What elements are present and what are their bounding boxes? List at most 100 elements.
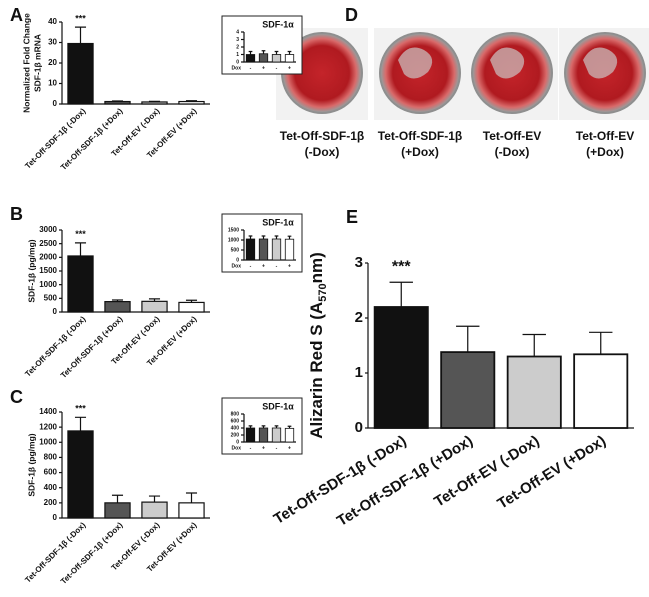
error-bar bbox=[248, 50, 253, 55]
y-tick-label: 1 bbox=[355, 364, 363, 381]
y-tick-label: 400 bbox=[44, 483, 58, 492]
x-tick-label: + bbox=[262, 263, 265, 269]
annotation: *** bbox=[75, 229, 86, 239]
x-tick-label: Tet-Off-SDF-1β (+Dox) bbox=[59, 106, 125, 172]
y-axis-label: SDF-1β (pg/mg) bbox=[26, 239, 36, 302]
y-tick-label: 0 bbox=[236, 257, 239, 263]
error-bar bbox=[456, 325, 480, 353]
bar bbox=[271, 427, 282, 443]
error-bar bbox=[148, 495, 161, 503]
y-axis-label: Alizarin Red S (A570nm) bbox=[307, 252, 328, 439]
unstained-patch bbox=[583, 47, 618, 79]
y-tick-label: 3 bbox=[236, 37, 239, 43]
unstained-patch bbox=[398, 47, 433, 79]
y-tick-label: 1400 bbox=[39, 407, 57, 416]
bar bbox=[284, 427, 295, 443]
error-bar bbox=[74, 242, 87, 256]
bar bbox=[141, 300, 168, 313]
y-axis-label: Normalized Fold Change bbox=[21, 13, 31, 113]
y-tick-label: 0 bbox=[236, 439, 239, 445]
photo-caption: (-Dox) bbox=[305, 145, 340, 159]
y-tick-label: 600 bbox=[231, 418, 240, 424]
bar bbox=[284, 238, 295, 261]
error-bar bbox=[287, 235, 292, 240]
bar bbox=[258, 53, 269, 63]
bar bbox=[67, 255, 94, 313]
y-tick-label: 1000 bbox=[39, 437, 57, 446]
inset-frame bbox=[221, 15, 303, 75]
error-bar bbox=[389, 281, 413, 307]
error-bar bbox=[589, 331, 613, 355]
error-bar bbox=[261, 50, 266, 54]
y-tick-label: 0 bbox=[53, 307, 58, 316]
y-tick-label: 200 bbox=[231, 432, 240, 438]
y-axis-label-part: nm) bbox=[307, 252, 326, 283]
error-bar bbox=[287, 50, 292, 55]
panel-label: D bbox=[345, 5, 358, 25]
inset-title: SDF-1α bbox=[262, 19, 294, 29]
photo-caption: (-Dox) bbox=[495, 145, 530, 159]
y-tick-label: 10 bbox=[48, 79, 57, 88]
bar bbox=[141, 101, 168, 105]
y-tick-label: 2 bbox=[355, 309, 363, 326]
y-tick-label: 600 bbox=[44, 468, 58, 477]
y-axis-label: SDF-1β mRNA bbox=[32, 34, 42, 92]
annotation: *** bbox=[75, 404, 86, 414]
panel-label: C bbox=[10, 387, 23, 407]
y-tick-label: 2000 bbox=[39, 252, 57, 261]
photo-caption: Tet-Off-EV bbox=[483, 129, 541, 143]
y-tick-label: 30 bbox=[48, 38, 57, 47]
inset-xlabel: Dox bbox=[232, 263, 242, 269]
y-tick-label: 40 bbox=[48, 17, 57, 26]
x-tick-label: Tet-Off-SDF-1β (+Dox) bbox=[59, 520, 125, 586]
x-tick-label: - bbox=[276, 445, 278, 451]
bar bbox=[178, 301, 205, 313]
y-tick-label: 3000 bbox=[39, 225, 57, 234]
error-bar bbox=[274, 235, 279, 239]
photo-caption: Tet-Off-SDF-1β bbox=[378, 129, 462, 143]
error-bar bbox=[185, 492, 198, 503]
error-bar bbox=[74, 416, 87, 431]
bar bbox=[245, 54, 256, 63]
x-tick-label: Tet-Off-EV (+Dox) bbox=[495, 432, 609, 512]
panel-label: B bbox=[10, 204, 23, 224]
y-tick-label: 800 bbox=[231, 411, 240, 417]
bar bbox=[245, 427, 256, 443]
x-tick-label: Tet-Off-SDF-1β (-Dox) bbox=[23, 314, 87, 378]
bar bbox=[178, 100, 205, 105]
y-tick-label: 0 bbox=[236, 59, 239, 65]
bar bbox=[141, 501, 168, 519]
photo-caption: Tet-Off-EV bbox=[576, 129, 634, 143]
x-tick-label: + bbox=[288, 65, 291, 71]
x-tick-label: - bbox=[250, 445, 252, 451]
error-bar bbox=[274, 50, 279, 55]
panel-label: E bbox=[346, 207, 358, 227]
bar bbox=[440, 351, 496, 429]
bar bbox=[573, 353, 629, 429]
inset-xlabel: Dox bbox=[232, 65, 242, 71]
inset-title: SDF-1α bbox=[262, 401, 294, 411]
bar bbox=[67, 430, 94, 519]
x-tick-label: Tet-Off-SDF-1β (-Dox) bbox=[23, 106, 87, 170]
y-tick-label: 1500 bbox=[39, 266, 57, 275]
y-axis-label: SDF-1β (pg/mg) bbox=[26, 433, 36, 496]
bar bbox=[271, 238, 282, 261]
x-tick-label: + bbox=[262, 65, 265, 71]
y-tick-label: 500 bbox=[231, 247, 240, 253]
x-tick-label: - bbox=[250, 65, 252, 71]
y-tick-label: 0 bbox=[53, 513, 58, 522]
x-tick-label: + bbox=[262, 445, 265, 451]
error-bar bbox=[248, 235, 253, 239]
x-tick-label: Tet-Off-SDF-1β (+Dox) bbox=[59, 314, 125, 380]
bar bbox=[284, 54, 295, 63]
x-tick-label: - bbox=[276, 263, 278, 269]
inset-xlabel: Dox bbox=[232, 445, 242, 451]
bar bbox=[373, 306, 429, 429]
x-tick-label: Tet-Off-SDF-1β (-Dox) bbox=[23, 520, 87, 584]
x-tick-label: - bbox=[250, 263, 252, 269]
panel-label: A bbox=[10, 5, 23, 25]
y-tick-label: 0 bbox=[53, 99, 58, 108]
y-tick-label: 400 bbox=[231, 425, 240, 431]
x-tick-label: - bbox=[276, 65, 278, 71]
